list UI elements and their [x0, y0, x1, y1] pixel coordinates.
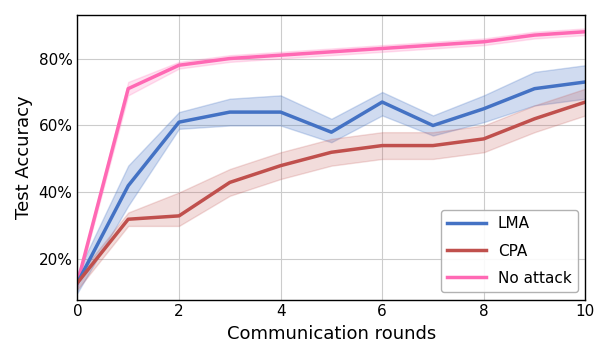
Y-axis label: Test Accuracy: Test Accuracy	[15, 96, 33, 219]
Line: No attack: No attack	[77, 32, 586, 283]
LMA	[531, 87, 538, 91]
LMA	[124, 184, 132, 188]
CPA	[124, 217, 132, 221]
Line: LMA: LMA	[77, 82, 586, 283]
CPA	[277, 164, 284, 168]
LMA	[277, 110, 284, 114]
CPA	[480, 137, 487, 141]
No attack	[480, 40, 487, 44]
LMA	[328, 130, 335, 134]
LMA	[74, 281, 81, 285]
LMA	[379, 100, 386, 104]
CPA	[74, 281, 81, 285]
LMA	[226, 110, 234, 114]
No attack	[74, 281, 81, 285]
No attack	[277, 53, 284, 57]
No attack	[429, 43, 437, 47]
No attack	[124, 87, 132, 91]
X-axis label: Communication rounds: Communication rounds	[227, 325, 436, 343]
No attack	[582, 30, 589, 34]
Legend: LMA, CPA, No attack: LMA, CPA, No attack	[442, 210, 578, 292]
CPA	[175, 214, 182, 218]
LMA	[175, 120, 182, 124]
LMA	[429, 124, 437, 128]
LMA	[480, 107, 487, 111]
CPA	[328, 150, 335, 154]
CPA	[531, 117, 538, 121]
No attack	[328, 50, 335, 54]
No attack	[379, 46, 386, 50]
CPA	[226, 180, 234, 185]
LMA	[582, 80, 589, 84]
CPA	[582, 100, 589, 104]
No attack	[175, 63, 182, 67]
CPA	[429, 144, 437, 148]
CPA	[379, 144, 386, 148]
Line: CPA: CPA	[77, 102, 586, 283]
No attack	[531, 33, 538, 37]
No attack	[226, 56, 234, 61]
